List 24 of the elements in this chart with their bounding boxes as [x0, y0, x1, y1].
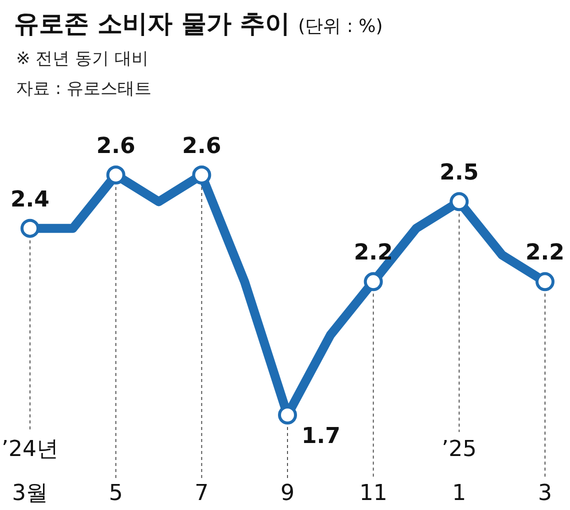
text: 자료 : 유로스태트 — [16, 79, 152, 99]
point — [450, 192, 469, 212]
data-label: 2.6 — [96, 134, 136, 159]
x-tick-label: 9 — [280, 481, 294, 506]
data-label: 2.4 — [10, 187, 50, 212]
x-tick-label: ’24년 3월 — [2, 437, 58, 506]
x-tick-label: ’25 1 — [442, 437, 477, 506]
x-tick-label: 3 — [538, 481, 552, 506]
data-label: 2.2 — [354, 240, 393, 266]
data-label: 2.6 — [182, 134, 222, 159]
point — [364, 272, 383, 292]
point — [536, 272, 554, 292]
x-tick-label: 7 — [194, 481, 209, 506]
text: ※ 전년 동기 대비 — [16, 49, 148, 69]
data-label: 2.2 — [526, 240, 564, 266]
data-label: 2.5 — [440, 160, 479, 186]
x-tick-label: 5 — [108, 481, 123, 506]
point — [192, 166, 212, 184]
chart-subtitle: (단위 : %) — [298, 16, 383, 37]
chart-title: 유로존 소비자 물가 추이 — [14, 9, 290, 38]
point — [20, 218, 40, 238]
point — [106, 166, 126, 184]
x-tick-label: 11 — [359, 481, 388, 506]
data-label: 1.7 — [302, 424, 340, 449]
